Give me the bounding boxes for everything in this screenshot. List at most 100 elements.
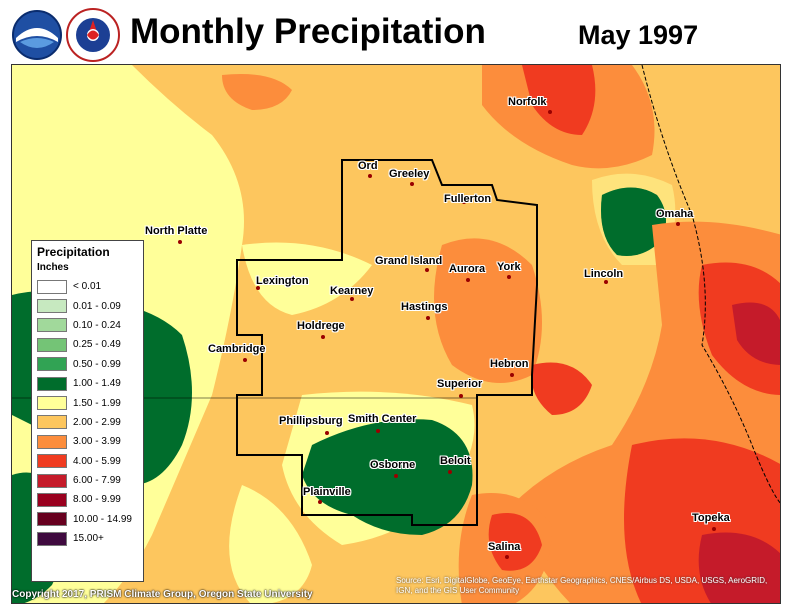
city-dot xyxy=(548,110,552,114)
missouri-river xyxy=(641,65,780,504)
city-label: Holdrege xyxy=(297,320,345,332)
legend-item: 1.50 - 1.99 xyxy=(37,393,138,412)
legend-swatch xyxy=(37,434,67,449)
city-label: Plainville xyxy=(303,486,351,498)
legend-swatch xyxy=(37,376,67,391)
legend-swatch xyxy=(37,299,67,314)
sw-yellow-region xyxy=(229,485,312,603)
city-dot xyxy=(368,174,372,178)
city-label: Norfolk xyxy=(508,96,547,108)
city-dot xyxy=(426,316,430,320)
legend-swatch xyxy=(37,531,67,546)
legend-swatch xyxy=(37,337,67,352)
city-label: Hebron xyxy=(490,358,529,370)
city-label: Salina xyxy=(488,541,521,553)
city-dot xyxy=(394,474,398,478)
noaa-logo xyxy=(12,10,62,60)
city-dot xyxy=(604,280,608,284)
city-label: Cambridge xyxy=(208,343,266,355)
legend-label: 1.50 - 1.99 xyxy=(73,397,121,409)
legend-swatch xyxy=(37,512,67,527)
city-label: Osborne xyxy=(370,459,416,471)
city-label: Topeka xyxy=(692,512,730,524)
city-label: Ord xyxy=(358,160,378,172)
city-dot xyxy=(410,182,414,186)
legend-item: 6.00 - 7.99 xyxy=(37,471,138,490)
city-label: Kearney xyxy=(330,285,374,297)
legend-item: 2.00 - 2.99 xyxy=(37,413,138,432)
aurora-orange-region xyxy=(434,238,542,383)
city-label: Lexington xyxy=(256,275,309,287)
city-dot xyxy=(676,222,680,226)
legend-swatch xyxy=(37,415,67,430)
legend-label: 2.00 - 2.99 xyxy=(73,416,121,428)
city-dot xyxy=(466,278,470,282)
legend-swatch xyxy=(37,396,67,411)
city-label: Hastings xyxy=(401,301,448,313)
city-dot xyxy=(505,555,509,559)
city-label: York xyxy=(497,261,521,273)
city-label: Fullerton xyxy=(444,193,492,205)
legend-label: < 0.01 xyxy=(73,281,102,293)
salina-red-patch xyxy=(488,513,542,571)
city-label: Lincoln xyxy=(584,268,624,280)
city-dot xyxy=(425,268,429,272)
legend-item: 4.00 - 5.99 xyxy=(37,452,138,471)
nws-logo xyxy=(66,8,120,62)
city-dot xyxy=(256,286,260,290)
city-label: Grand Island xyxy=(375,255,443,267)
city-dot xyxy=(318,500,322,504)
city-dot xyxy=(350,297,354,301)
city-dot xyxy=(507,275,511,279)
city-dot xyxy=(321,335,325,339)
dark-red-patch-2 xyxy=(698,532,780,603)
legend-item: < 0.01 xyxy=(37,277,138,296)
legend-item: 3.00 - 3.99 xyxy=(37,432,138,451)
city-dot xyxy=(376,429,380,433)
legend-swatch xyxy=(37,492,67,507)
legend-swatch xyxy=(37,318,67,333)
city-dot xyxy=(243,358,247,362)
city-dot xyxy=(325,431,329,435)
legend-label: 10.00 - 14.99 xyxy=(73,513,132,525)
city-label: Omaha xyxy=(656,208,694,220)
legend-label: 0.50 - 0.99 xyxy=(73,358,121,370)
legend-label: 4.00 - 5.99 xyxy=(73,455,121,467)
cwa-boundary xyxy=(236,159,538,526)
city-dot xyxy=(448,470,452,474)
legend-rows: < 0.01 0.01 - 0.09 0.10 - 0.24 0.25 - 0.49 0… xyxy=(37,277,138,548)
legend-item: 0.50 - 0.99 xyxy=(37,355,138,374)
city-label: Smith Center xyxy=(348,413,417,425)
legend-label: 0.25 - 0.49 xyxy=(73,339,121,351)
city-dot xyxy=(178,240,182,244)
legend-item: 8.00 - 9.99 xyxy=(37,490,138,509)
legend-item: 1.00 - 1.49 xyxy=(37,374,138,393)
hebron-red-patch xyxy=(531,362,592,415)
city-label: North Platte xyxy=(145,225,208,237)
city-label: Aurora xyxy=(449,263,486,275)
legend-units: Inches xyxy=(37,262,69,273)
city-dot xyxy=(712,527,716,531)
legend-swatch xyxy=(37,357,67,372)
city-label: Greeley xyxy=(389,168,430,180)
dark-red-patch-1 xyxy=(732,302,780,365)
legend-item: 0.25 - 0.49 xyxy=(37,335,138,354)
city-dot xyxy=(510,373,514,377)
legend: Precipitation Inches < 0.01 0.01 - 0.09 0.… xyxy=(31,240,144,582)
kansas-green-region xyxy=(302,419,473,535)
omaha-green-core xyxy=(601,187,666,256)
legend-label: 3.00 - 3.99 xyxy=(73,436,121,448)
legend-label: 15.00+ xyxy=(73,533,104,545)
header: Monthly Precipitation May 1997 xyxy=(0,0,792,64)
legend-item: 0.01 - 0.09 xyxy=(37,296,138,315)
legend-label: 0.01 - 0.09 xyxy=(73,300,121,312)
legend-item: 10.00 - 14.99 xyxy=(37,510,138,529)
legend-label: 0.10 - 0.24 xyxy=(73,319,121,331)
map-date: May 1997 xyxy=(578,20,699,50)
legend-swatch xyxy=(37,454,67,469)
city-dot xyxy=(462,200,466,204)
source-attribution: Source: Esri, DigitalGlobe, GeoEye, Eart… xyxy=(396,576,768,595)
legend-label: 8.00 - 9.99 xyxy=(73,494,121,506)
north-orange-patch xyxy=(222,74,292,110)
legend-swatch xyxy=(37,279,67,294)
